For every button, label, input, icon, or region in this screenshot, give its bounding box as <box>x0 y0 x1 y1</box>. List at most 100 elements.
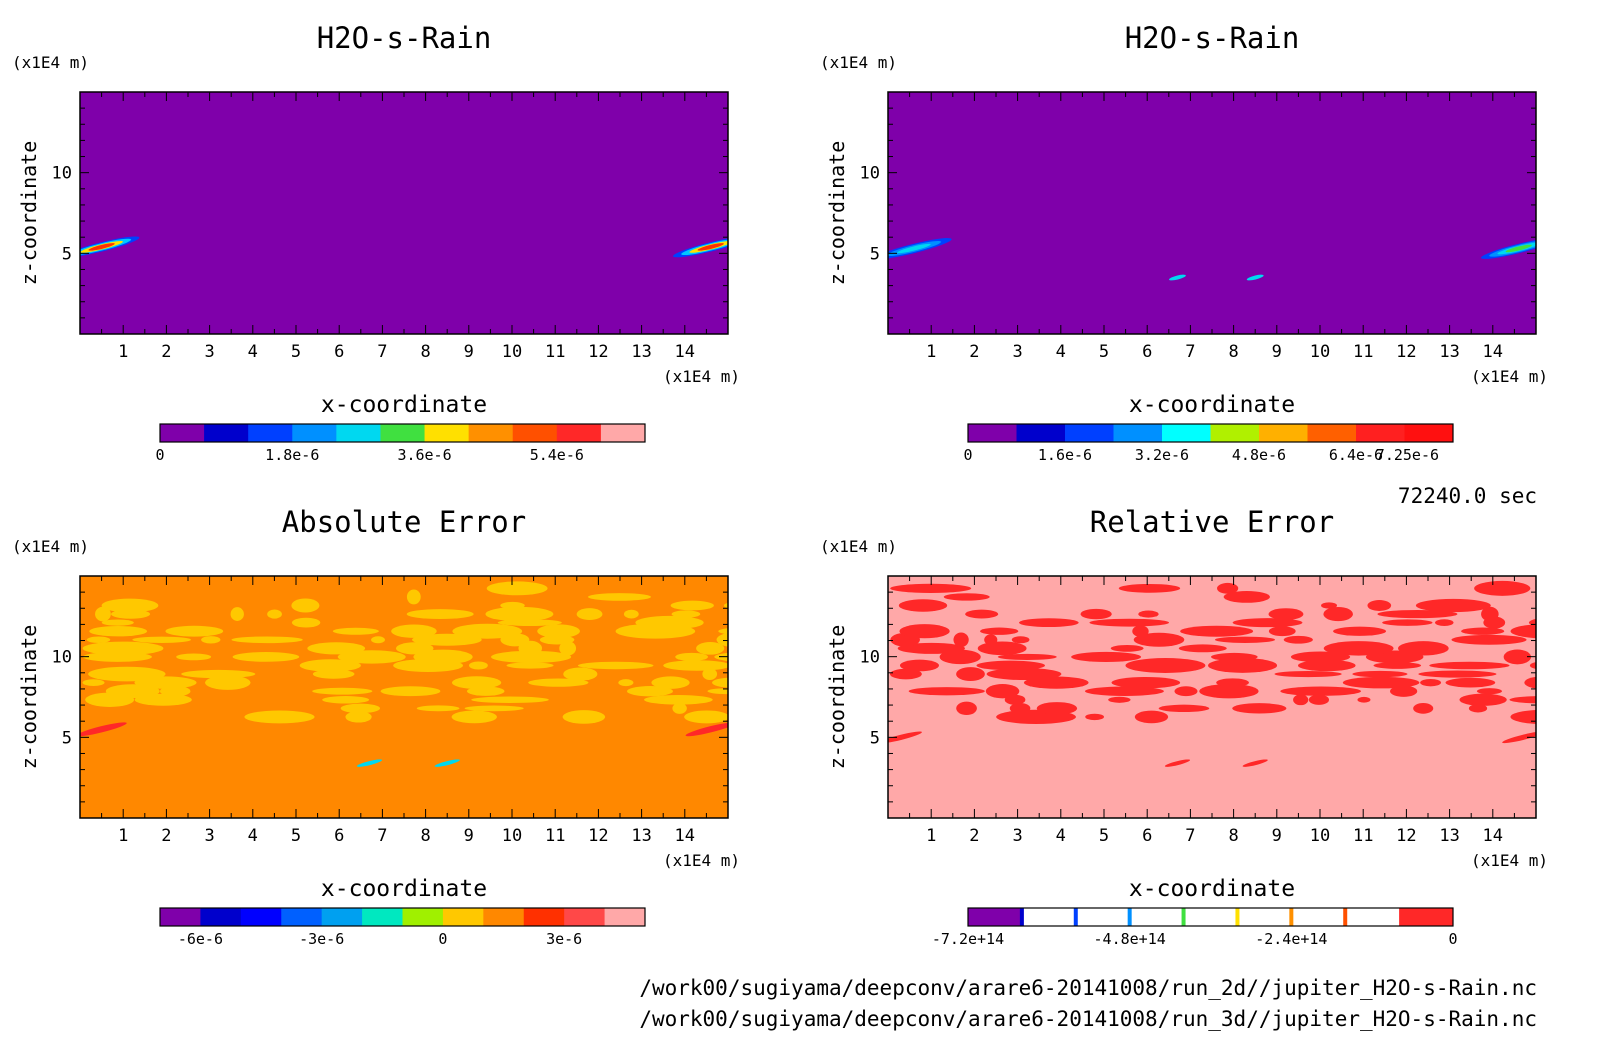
field-patch <box>82 641 164 656</box>
colorbar-segment <box>402 908 444 926</box>
field-patch <box>469 661 488 670</box>
field-feature <box>685 722 728 737</box>
field-patch <box>1333 626 1387 636</box>
field-patch <box>406 609 474 620</box>
colorbar-segment <box>442 908 484 926</box>
x-tick-label: 13 <box>631 342 651 362</box>
colorbar-segment <box>321 908 363 926</box>
panel-4: Relative Error (x1E4 m) (x1E4 m) x-coordina… <box>820 505 1548 948</box>
x-tick-label: 1 <box>118 342 128 362</box>
colorbar-separator <box>1127 908 1132 926</box>
x-tick-label: 5 <box>291 826 301 846</box>
field-patch <box>322 696 370 704</box>
field-patch <box>176 653 212 661</box>
colorbar: -7.2e+14 -4.8e+14 -2.4e+14 0 <box>932 907 1458 948</box>
field-patch <box>1290 651 1351 663</box>
field-patch <box>956 701 977 716</box>
field-patch <box>1481 606 1499 622</box>
field-patch <box>908 687 985 696</box>
x-tick-label: 3 <box>1012 342 1022 362</box>
colorbar-segment <box>1016 424 1066 442</box>
x-tick-label: 4 <box>248 342 258 362</box>
field-patch <box>464 705 524 712</box>
field-patch <box>562 710 606 724</box>
field-feature <box>897 243 931 254</box>
x-tick-label: 2 <box>161 826 171 846</box>
colorbar-segment <box>292 424 337 442</box>
field-patch <box>976 660 1045 671</box>
y-tick-label: 5 <box>62 728 72 748</box>
field-patch <box>380 686 441 697</box>
x-unit-label: (x1E4 m) <box>1471 367 1548 386</box>
x-tick-label: 14 <box>675 826 695 846</box>
field-patch <box>1080 608 1112 620</box>
field-patch <box>1535 647 1536 650</box>
x-tick-label: 9 <box>1272 342 1282 362</box>
field-patch <box>898 599 948 612</box>
field-patch <box>1108 696 1131 703</box>
colorbar-tick-label: -4.8e+14 <box>1094 930 1166 948</box>
field-feature <box>1242 759 1268 767</box>
field-patch <box>1232 703 1287 714</box>
x-tick-label: 8 <box>1228 342 1238 362</box>
field-patch <box>899 659 940 672</box>
x-tick-label: 14 <box>675 342 695 362</box>
colorbar-tick-label: -6e-6 <box>178 930 223 948</box>
panel-title: Absolute Error <box>282 505 526 539</box>
x-tick-label: 9 <box>1272 826 1282 846</box>
field-patch <box>1323 606 1353 622</box>
colorbar-frame <box>967 907 1454 927</box>
colorbar: 0 1.8e-6 3.6e-6 5.4e-6 <box>155 423 646 464</box>
y-axis-label: z-coordinate <box>825 625 849 770</box>
colorbar-separator <box>1073 908 1078 926</box>
field-patch <box>675 652 709 662</box>
colorbar-segment <box>604 908 646 926</box>
field-patch <box>953 632 969 648</box>
x-tick-label: 6 <box>1142 826 1152 846</box>
field-patch <box>1138 610 1159 618</box>
field-patch <box>1110 644 1144 652</box>
field-patch <box>577 661 654 670</box>
field-patch <box>1297 659 1356 672</box>
field-patch <box>231 636 303 644</box>
field-patch <box>1089 618 1170 627</box>
field-layer <box>80 581 728 767</box>
field-patch <box>291 598 320 613</box>
field-patch <box>980 627 1019 635</box>
colorbar-tick-label: 0 <box>963 446 972 464</box>
field-patch <box>718 628 728 635</box>
field-patch <box>101 598 159 613</box>
x-tick-label: 11 <box>1353 342 1373 362</box>
field-patch <box>1223 591 1270 603</box>
panel-title: H2O-s-Rain <box>1125 21 1300 55</box>
x-tick-label: 3 <box>204 826 214 846</box>
colorbar-segment <box>1345 908 1400 926</box>
field-patch <box>1413 702 1434 714</box>
field-patch <box>1217 582 1239 594</box>
field-patch <box>1011 636 1030 644</box>
field-patch <box>712 677 728 688</box>
field-patch <box>1476 688 1502 695</box>
x-tick-label: 7 <box>1185 826 1195 846</box>
field-patch <box>1352 670 1408 678</box>
colorbar-tick-label: 6.4e-6 <box>1329 446 1383 464</box>
field-patch <box>395 642 434 655</box>
field-layer <box>888 580 1536 767</box>
colorbar-tick-label: 0 <box>1448 930 1457 948</box>
colorbar-tick-label: 3.2e-6 <box>1135 446 1189 464</box>
field-patch <box>105 684 160 699</box>
y-tick-label: 10 <box>52 648 72 668</box>
colorbar-separator <box>1019 908 1024 926</box>
x-tick-label: 12 <box>1396 342 1416 362</box>
field-patch <box>244 710 315 724</box>
field-patch <box>986 668 1062 681</box>
field-patch <box>307 642 366 655</box>
colorbar: 0 1.6e-6 3.2e-6 4.8e-6 6.4e-67.25e-6 <box>963 423 1454 464</box>
field-patch <box>889 668 922 680</box>
field-patch <box>205 675 251 690</box>
colorbar-segment <box>1021 908 1077 926</box>
field-patch <box>500 601 525 610</box>
field-feature <box>1246 274 1264 281</box>
field-patch <box>563 667 598 681</box>
y-tick-label: 10 <box>52 164 72 184</box>
